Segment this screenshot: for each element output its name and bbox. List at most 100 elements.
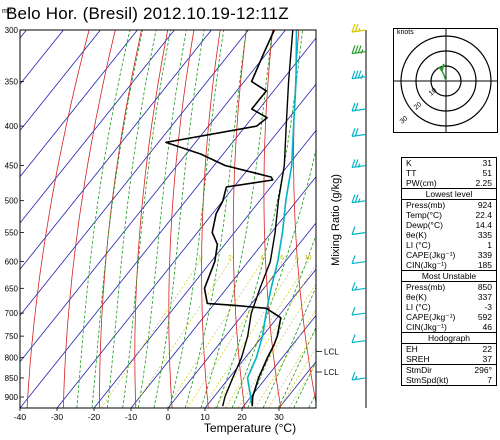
index-label: θe(K)	[406, 230, 427, 240]
wind-barb-flag	[354, 159, 359, 168]
mixing-ratio-line	[288, 362, 316, 408]
wind-barb-flag	[354, 70, 359, 79]
index-label: Press(mb)	[406, 282, 446, 292]
index-row: Dewp(°C) 14.4	[402, 220, 496, 230]
index-value: 51	[482, 168, 492, 178]
isotherm-line	[20, 30, 286, 363]
hodograph-ring-label: 10	[428, 87, 439, 97]
index-value: -3	[484, 302, 492, 312]
wind-barb-flag	[351, 159, 356, 168]
wind-barb-half-flag	[354, 286, 358, 291]
isotherm-line	[56, 83, 316, 408]
wind-barb	[351, 334, 367, 344]
wind-barb-flag	[357, 45, 362, 54]
temperature-tick-label: -30	[51, 412, 64, 422]
index-value: 592	[477, 312, 492, 322]
pressure-tick-label: 650	[5, 284, 19, 293]
pressure-axis: 300 350 400 450 500 550 600 650 700 750 800 850 900	[5, 26, 24, 402]
index-value: 296°	[474, 365, 492, 375]
index-label: CAPE(Jkg⁻¹)	[406, 312, 456, 322]
dry-adiabat-line	[168, 30, 195, 408]
stability-indices-panel: K 31 TT 51 PW(cm) 2.25 Lowest level Press(mb)…	[401, 157, 497, 386]
section-most-unstable: Most Unstable	[402, 270, 496, 282]
index-value: 339	[477, 250, 492, 260]
wind-barb	[351, 70, 367, 80]
moist-adiabat-line	[122, 30, 171, 408]
dry-adiabat-line	[99, 30, 142, 408]
index-value: 22	[482, 344, 492, 354]
isotherm-line	[20, 30, 212, 270]
index-row: CAPE(Jkg⁻¹) 339	[402, 250, 496, 260]
isotherm-line	[167, 222, 316, 408]
pressure-tick-label: 800	[5, 354, 19, 363]
wind-barb	[351, 23, 367, 33]
y2-axis-label: Mixing Ratio (g/kg)	[330, 174, 342, 266]
index-value: 185	[477, 260, 492, 270]
section-hodograph: Hodograph	[402, 332, 496, 344]
index-row: TT 51	[402, 168, 496, 178]
index-value: 850	[477, 282, 492, 292]
index-label: CAPE(Jkg⁻¹)	[406, 250, 456, 260]
isotherm-line	[93, 129, 316, 408]
background-grid	[20, 30, 389, 408]
isotherm-line	[20, 30, 249, 317]
wind-barb-flag	[351, 70, 356, 79]
temperature-tick-label: -40	[14, 412, 27, 422]
wind-barb-half-flag	[357, 27, 361, 33]
pressure-tick-label: 600	[5, 258, 19, 267]
index-label: EH	[406, 344, 418, 354]
wind-barb	[351, 194, 367, 204]
moist-adiabat-line	[231, 147, 316, 408]
index-value: 14.4	[475, 220, 492, 230]
temperature-tick-label: 0	[166, 412, 171, 422]
mixing-ratio-line	[254, 309, 316, 408]
profiles	[165, 30, 298, 407]
wind-barb	[351, 371, 367, 381]
index-row: LI (°C) 1	[402, 240, 496, 250]
pressure-tick-label: 400	[5, 122, 19, 131]
moist-adiabat-line	[247, 234, 316, 408]
index-value: 37	[482, 354, 492, 364]
lcl-markers: LCL LCL	[316, 347, 339, 377]
isotherm-line	[204, 268, 316, 408]
index-label: CIN(Jkg⁻¹)	[406, 322, 447, 332]
dry-adiabat-line	[134, 30, 169, 408]
index-label: CIN(Jkg⁻¹)	[406, 260, 447, 270]
mixing-ratio-labels: 1 2 4 6 8 10	[198, 256, 312, 262]
moist-adiabat-line	[200, 30, 273, 408]
dry-adiabat-line	[62, 30, 116, 408]
index-value: 7	[487, 375, 492, 385]
index-row: SREH 37	[402, 354, 496, 364]
pressure-tick-label: 450	[5, 161, 19, 170]
mixing-ratio-line	[279, 347, 316, 408]
index-label: LI (°C)	[406, 240, 431, 250]
wind-barb-shaft	[351, 231, 367, 236]
mixing-ratio-line	[268, 329, 316, 408]
index-value: 337	[477, 292, 492, 302]
index-value: 2.25	[475, 178, 492, 188]
wind-barb-flag	[354, 128, 359, 137]
index-label: Temp(°C)	[406, 210, 442, 220]
index-value: 924	[477, 200, 492, 210]
temperature-tick-label: -20	[88, 412, 101, 422]
mixing-ratio-line	[187, 255, 286, 408]
pressure-tick-label: 300	[5, 26, 19, 35]
wind-barb-flag	[351, 128, 356, 137]
dry-adiabat-line	[263, 30, 282, 408]
index-row: θe(K) 335	[402, 230, 496, 240]
temperature-tick-label: 10	[200, 412, 210, 422]
dry-adiabat-line	[293, 30, 316, 405]
temperature-tick-label: 20	[237, 412, 247, 422]
index-row: StmDir 296°	[402, 365, 496, 375]
pressure-tick-label: 750	[5, 332, 19, 341]
pressure-unit-label: mb	[2, 8, 12, 15]
temperature-tick-label: -10	[125, 412, 138, 422]
wind-barb-half-flag	[357, 163, 361, 168]
dry-adiabat-line	[350, 30, 389, 408]
pressure-tick-label: 700	[5, 309, 19, 318]
isotherm-line	[130, 176, 316, 408]
dry-adiabat-line	[26, 30, 90, 408]
wind-barb	[351, 226, 367, 236]
